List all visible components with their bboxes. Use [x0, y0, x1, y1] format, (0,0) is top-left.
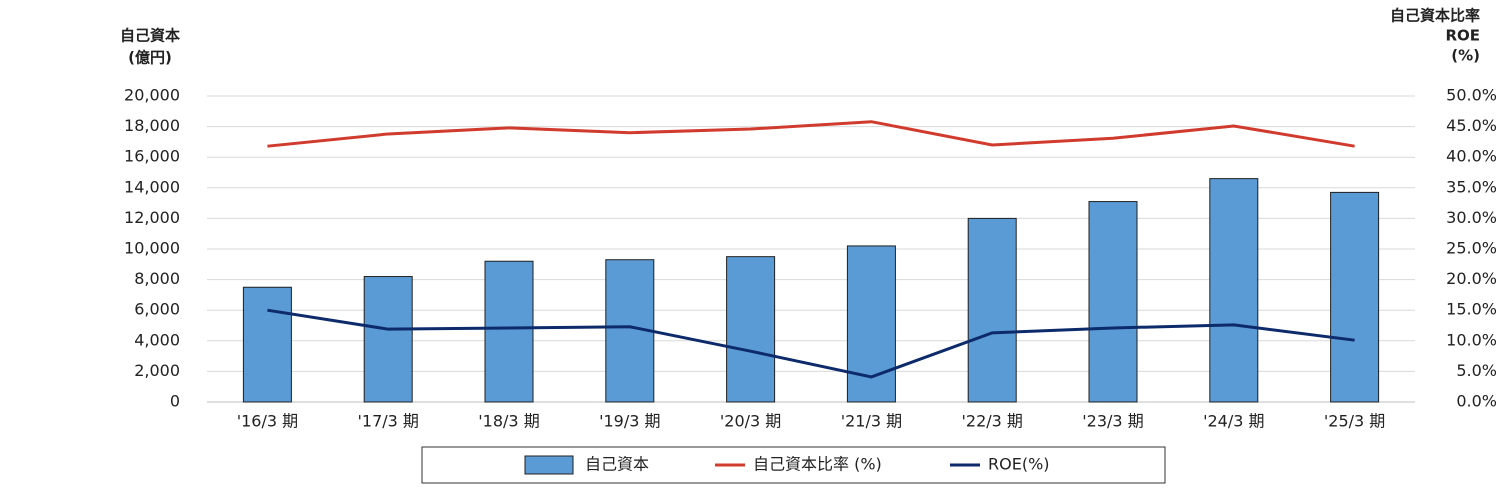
x-tick-label: '17/3 期	[357, 412, 418, 431]
y-tick-label: 6,000	[134, 300, 180, 319]
y-tick-label: 10,000	[124, 239, 180, 258]
y2-tick-label: 15.0%	[1446, 300, 1497, 319]
y2-axis-title: (%)	[1451, 47, 1480, 65]
legend-label: 自己資本	[585, 455, 649, 474]
y2-axis-title: ROE	[1445, 27, 1480, 45]
bar	[1088, 201, 1138, 403]
y-tick-label: 18,000	[124, 116, 180, 135]
x-tick-label: '21/3 期	[841, 412, 902, 431]
y2-tick-label: 40.0%	[1446, 147, 1497, 166]
x-tick-label: '23/3 期	[1082, 412, 1143, 431]
bar	[484, 260, 534, 403]
y2-tick-label: 25.0%	[1446, 239, 1497, 258]
y-tick-label: 8,000	[134, 269, 180, 288]
y2-tick-label: 0.0%	[1456, 392, 1497, 411]
y-tick-label: 20,000	[124, 86, 180, 105]
bar	[363, 276, 413, 403]
x-tick-label: '18/3 期	[478, 412, 539, 431]
line	[267, 308, 1355, 379]
y2-tick-label: 50.0%	[1446, 86, 1497, 105]
line	[267, 120, 1355, 148]
y-axis-title: (億円)	[128, 49, 172, 67]
y2-tick-label: 20.0%	[1446, 269, 1497, 288]
legend	[421, 446, 1166, 484]
y2-tick-label: 35.0%	[1446, 177, 1497, 196]
y-tick-label: 4,000	[134, 330, 180, 349]
y2-axis-title: 自己資本比率	[1390, 7, 1480, 25]
y-tick-label: 0	[170, 392, 180, 411]
x-tick-label: '22/3 期	[961, 412, 1022, 431]
legend-swatch	[524, 455, 574, 475]
x-tick-label: '20/3 期	[720, 412, 781, 431]
x-tick-label: '25/3 期	[1324, 412, 1385, 431]
y-tick-label: 2,000	[134, 361, 180, 380]
x-tick-label: '19/3 期	[599, 412, 660, 431]
bar	[846, 245, 896, 403]
y-axis-title: 自己資本	[120, 27, 180, 45]
x-tick-label: '16/3 期	[237, 412, 298, 431]
y-tick-label: 14,000	[124, 177, 180, 196]
bar	[1330, 191, 1380, 403]
y2-tick-label: 45.0%	[1446, 116, 1497, 135]
y-tick-label: 16,000	[124, 147, 180, 166]
y-tick-label: 12,000	[124, 208, 180, 227]
x-tick-label: '24/3 期	[1203, 412, 1264, 431]
bar	[242, 286, 292, 403]
bar	[726, 256, 776, 403]
legend-label: ROE(%)	[988, 455, 1050, 474]
y2-tick-label: 5.0%	[1456, 361, 1497, 380]
y2-tick-label: 30.0%	[1446, 208, 1497, 227]
y2-tick-label: 10.0%	[1446, 330, 1497, 349]
legend-label: 自己資本比率 (%)	[753, 455, 882, 474]
bar	[967, 217, 1017, 403]
bar	[1209, 178, 1259, 403]
